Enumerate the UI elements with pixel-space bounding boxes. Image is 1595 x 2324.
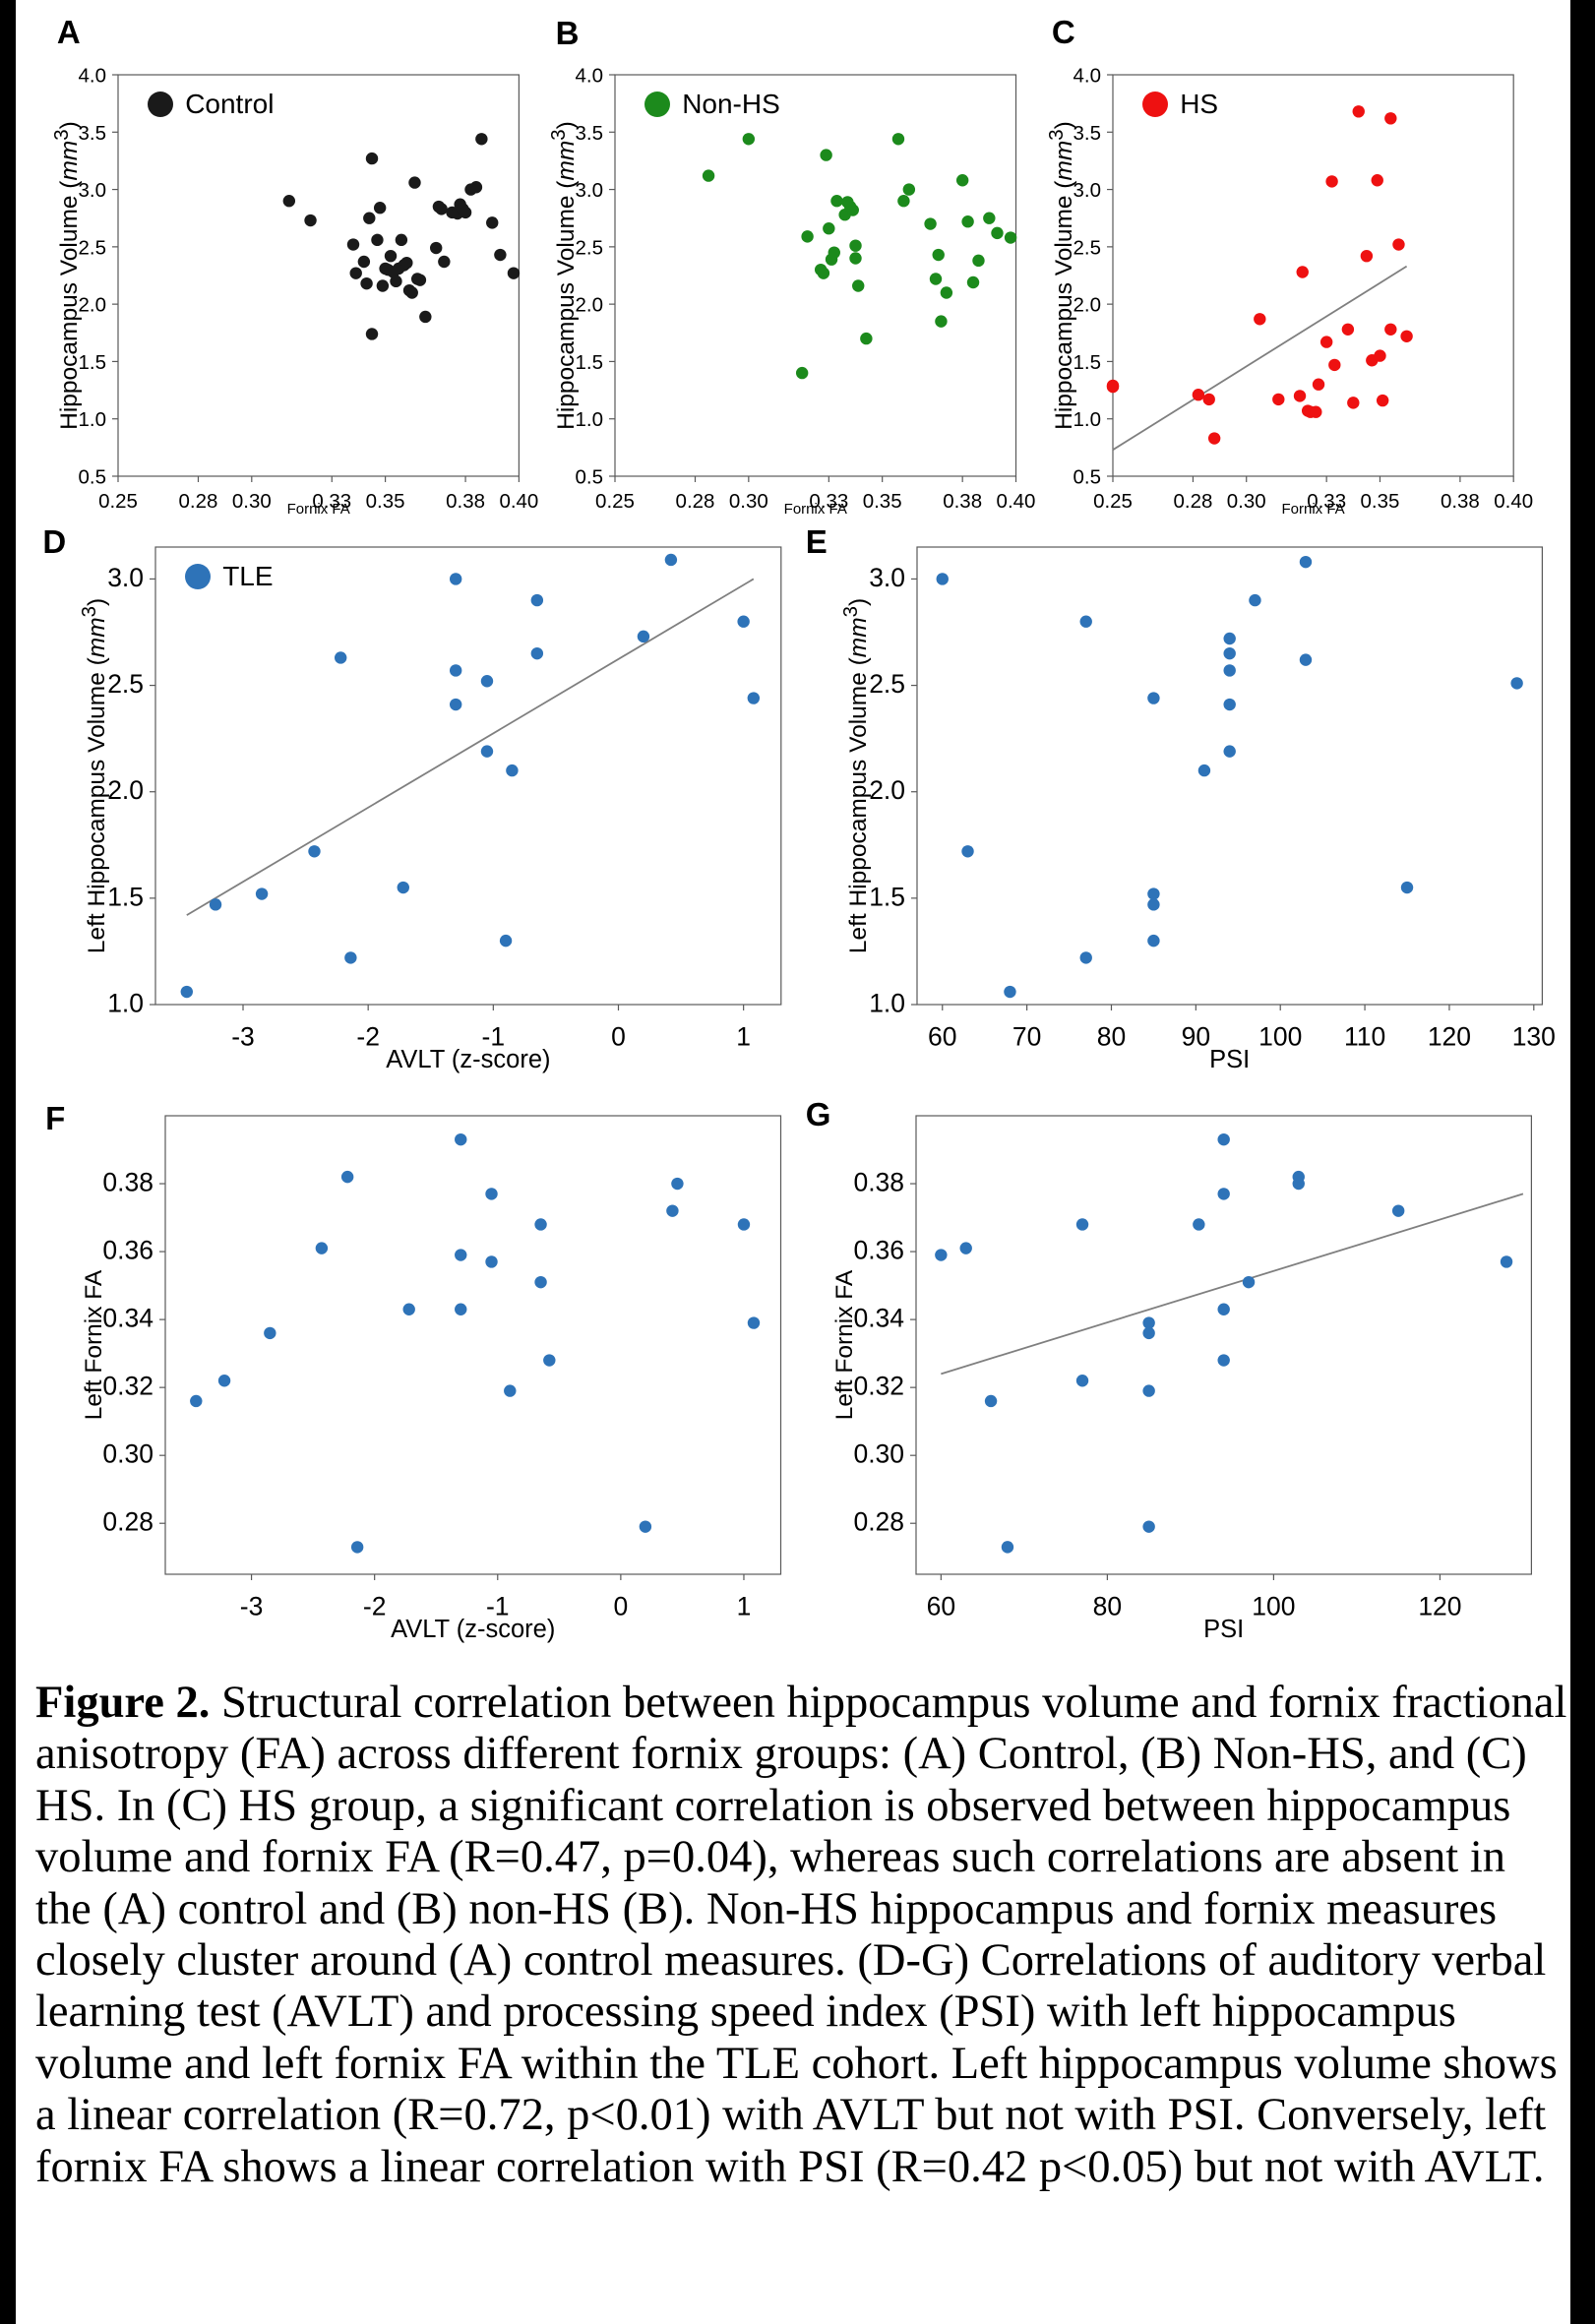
svg-text:0.30: 0.30 [853,1439,904,1469]
svg-text:1.5: 1.5 [107,882,144,911]
svg-text:0.32: 0.32 [102,1372,153,1401]
svg-text:0.5: 0.5 [576,466,604,489]
svg-text:0.5: 0.5 [79,465,106,488]
svg-text:0.32: 0.32 [853,1372,904,1401]
svg-text:0.5: 0.5 [1074,465,1101,488]
svg-text:0.30: 0.30 [102,1439,153,1469]
svg-text:3.0: 3.0 [107,563,144,592]
svg-text:0.28: 0.28 [102,1507,153,1537]
svg-text:2.5: 2.5 [869,669,905,699]
svg-text:2.5: 2.5 [107,669,144,699]
svg-text:0.34: 0.34 [853,1304,904,1333]
svg-text:3.0: 3.0 [869,563,905,592]
svg-text:4.0: 4.0 [576,65,604,88]
svg-text:1.0: 1.0 [107,988,144,1017]
svg-text:0.38: 0.38 [853,1168,904,1197]
svg-text:1.5: 1.5 [869,882,905,911]
svg-text:2.0: 2.0 [869,775,905,805]
svg-text:0.36: 0.36 [853,1236,904,1265]
svg-text:0.38: 0.38 [102,1168,153,1197]
svg-text:2.0: 2.0 [107,775,144,805]
svg-text:4.0: 4.0 [79,65,106,88]
svg-text:0.36: 0.36 [102,1236,153,1265]
svg-text:1.0: 1.0 [869,988,905,1017]
svg-text:0.34: 0.34 [102,1304,153,1333]
svg-text:4.0: 4.0 [1074,65,1101,88]
svg-text:0.28: 0.28 [853,1507,904,1537]
